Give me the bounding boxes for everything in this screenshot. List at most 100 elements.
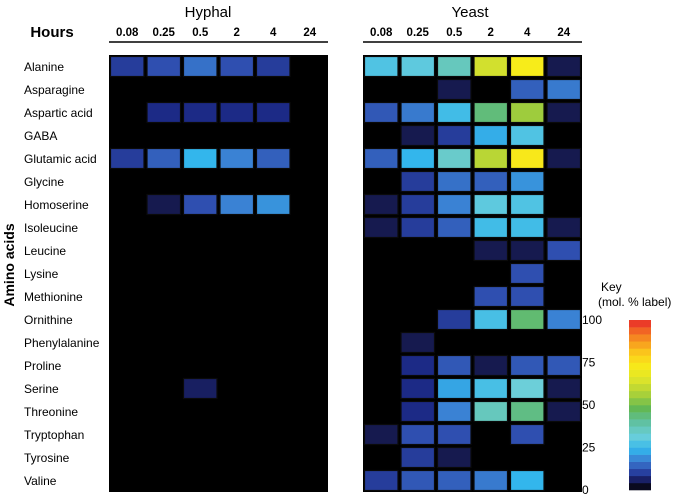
- colorbar-segment: [629, 362, 651, 370]
- colorbar-title-line2: (mol. % label): [598, 295, 671, 309]
- column-label: 0.08: [116, 27, 139, 39]
- heatmap-cell: [473, 216, 509, 239]
- panel-background: [363, 55, 582, 492]
- heatmap-cell: [255, 147, 291, 170]
- row-label: Methionine: [24, 290, 83, 304]
- heatmap-cell: [436, 101, 472, 124]
- heatmap-cell: [509, 101, 545, 124]
- heatmap-cell: [400, 469, 436, 492]
- heatmap-cell: [436, 446, 472, 469]
- colorbar-tick-label: 25: [582, 441, 596, 455]
- row-label: Serine: [24, 382, 59, 396]
- colorbar-segment: [629, 461, 651, 470]
- row-label: Threonine: [24, 405, 78, 419]
- heatmap-cell: [546, 308, 582, 331]
- column-label: 0.25: [407, 27, 430, 39]
- heatmap-cell: [546, 55, 582, 78]
- heatmap-cell: [436, 193, 472, 216]
- heatmap-cell: [473, 377, 509, 400]
- heatmap-cell: [400, 55, 436, 78]
- heatmap-cell: [509, 78, 545, 101]
- colorbar-title-line1: Key: [601, 280, 622, 294]
- heatmap-cell: [255, 193, 291, 216]
- row-label: Leucine: [24, 244, 66, 258]
- colorbar-segment: [629, 412, 651, 420]
- heatmap-cell: [400, 423, 436, 446]
- row-label: Glycine: [24, 175, 64, 189]
- colorbar-segment: [629, 475, 651, 484]
- heatmap-cell: [400, 147, 436, 170]
- heatmap-cell: [473, 170, 509, 193]
- column-label: 4: [270, 27, 277, 39]
- heatmap-cell: [509, 285, 545, 308]
- heatmap-cell: [509, 469, 545, 492]
- heatmap-cell: [363, 55, 399, 78]
- column-label: 2: [488, 27, 494, 39]
- row-label: GABA: [24, 129, 57, 143]
- column-label: 4: [524, 27, 531, 39]
- heatmap-cell: [400, 377, 436, 400]
- heatmap-cell: [509, 354, 545, 377]
- heatmap-cell: [219, 147, 255, 170]
- column-label: 24: [303, 27, 316, 39]
- heatmap-cell: [363, 423, 399, 446]
- colorbar-segment: [629, 433, 651, 441]
- colorbar-segment: [629, 376, 651, 385]
- heatmap-cell: [182, 193, 218, 216]
- colorbar-segment: [629, 355, 651, 363]
- heatmap-cell: [219, 55, 255, 78]
- heatmap-cell: [182, 55, 218, 78]
- heatmap-cell: [400, 193, 436, 216]
- heatmap-cell: [546, 400, 582, 423]
- heatmap-cell: [473, 124, 509, 147]
- colorbar-segment: [629, 454, 651, 462]
- heatmap-cell: [509, 262, 545, 285]
- heatmap-cell: [436, 308, 472, 331]
- heatmap-cell: [219, 193, 255, 216]
- heatmap-cell: [436, 147, 472, 170]
- heatmap-cell: [473, 469, 509, 492]
- heatmap-cell: [473, 239, 509, 262]
- heatmap-cell: [146, 55, 182, 78]
- heatmap-cell: [400, 216, 436, 239]
- colorbar-segment: [629, 390, 651, 399]
- hours-header-label: Hours: [30, 24, 73, 41]
- heatmap-cell: [436, 354, 472, 377]
- heatmap-cell: [436, 423, 472, 446]
- colorbar-tick-label: 50: [582, 398, 596, 412]
- colorbar-segment: [629, 341, 651, 349]
- heatmap-cell: [473, 147, 509, 170]
- colorbar-segment: [629, 320, 651, 328]
- row-label: Tyrosine: [24, 451, 70, 465]
- heatmap-cell: [509, 147, 545, 170]
- heatmap-cell: [436, 400, 472, 423]
- column-label: 0.25: [153, 27, 176, 39]
- heatmap-cell: [400, 101, 436, 124]
- heatmap-cell: [436, 55, 472, 78]
- heatmap-cell: [400, 170, 436, 193]
- row-label: Asparagine: [24, 83, 85, 97]
- row-label: Homoserine: [24, 198, 89, 212]
- heatmap-cell: [400, 400, 436, 423]
- colorbar-segment: [629, 468, 651, 477]
- heatmap-cell: [255, 101, 291, 124]
- colorbar-segment: [629, 327, 651, 335]
- heatmap-cell: [509, 239, 545, 262]
- heatmap-cell: [146, 147, 182, 170]
- heatmap-cell: [400, 446, 436, 469]
- heatmap-cell: [509, 170, 545, 193]
- colorbar-segment: [629, 348, 651, 356]
- row-label: Aspartic acid: [24, 106, 93, 120]
- colorbar-segment: [629, 405, 651, 413]
- column-label: 0.08: [370, 27, 393, 39]
- heatmap-cell: [219, 101, 255, 124]
- colorbar-segment: [629, 369, 651, 377]
- heatmap-cell: [436, 124, 472, 147]
- colorbar-segment: [629, 447, 651, 455]
- heatmap-cell: [546, 147, 582, 170]
- colorbar-tick-label: 75: [582, 356, 596, 370]
- heatmap-cell: [146, 101, 182, 124]
- heatmap-cell: [509, 400, 545, 423]
- heatmap-cell: [473, 193, 509, 216]
